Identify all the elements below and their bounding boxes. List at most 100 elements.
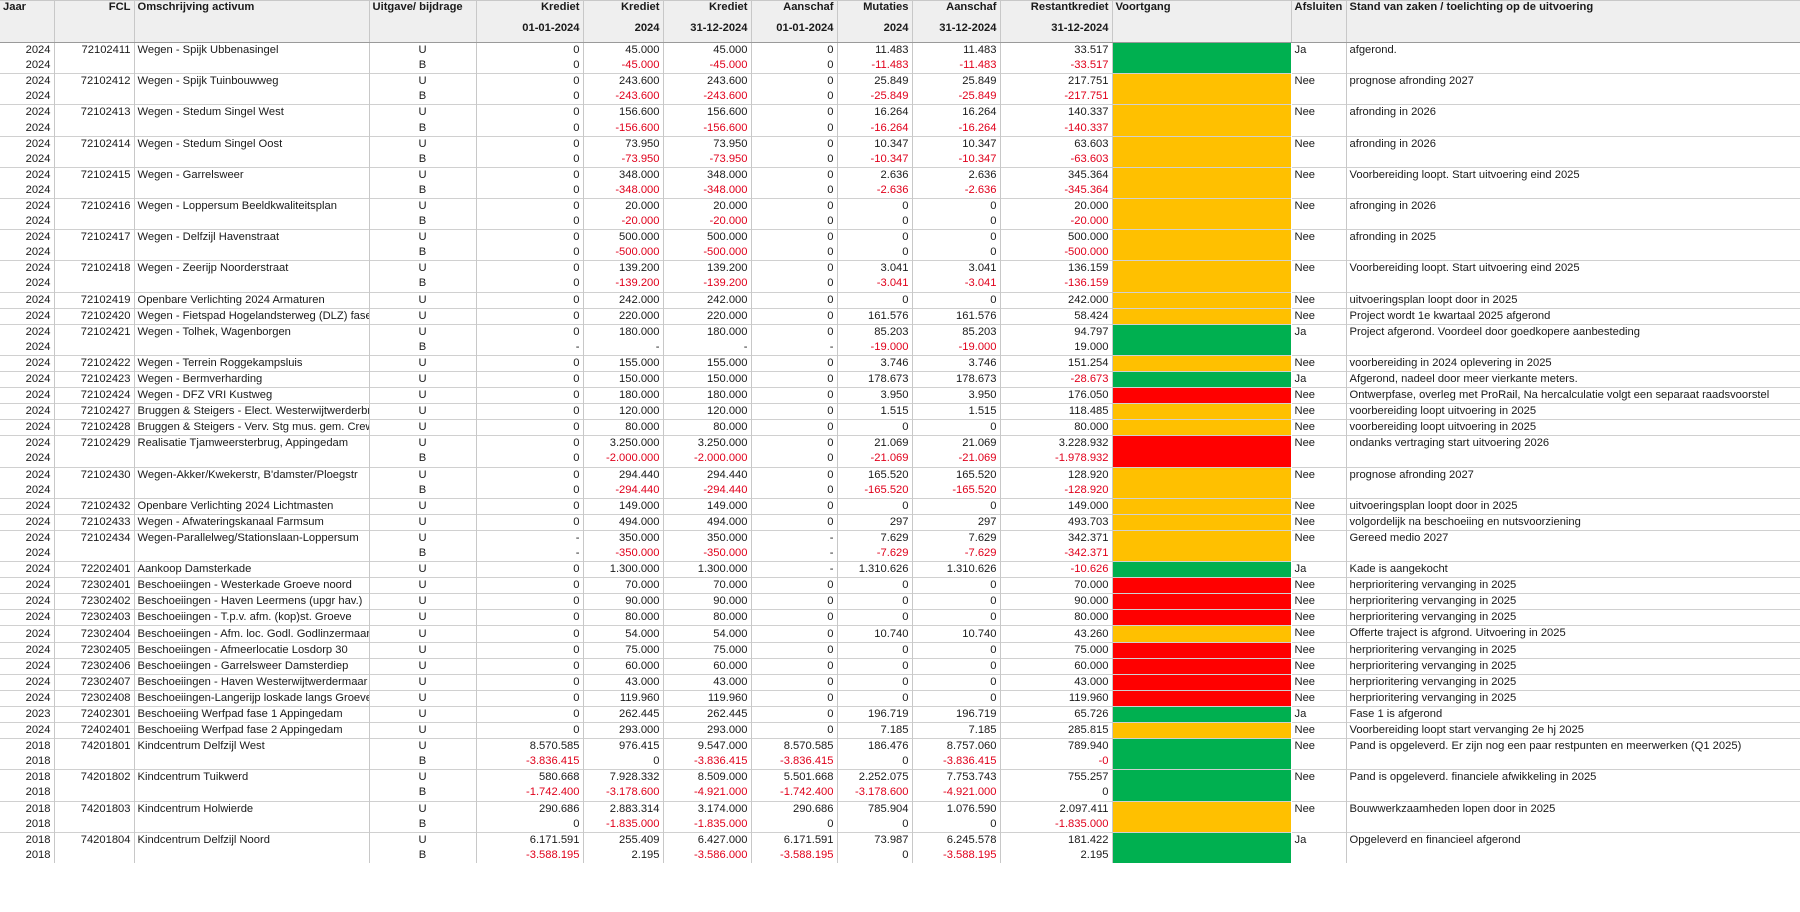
cell-uitgave[interactable]: B	[369, 754, 477, 770]
cell-krediet-eind[interactable]: 150.000	[663, 370, 752, 388]
cell-mutaties[interactable]: 16.264	[837, 104, 913, 121]
cell-mutaties[interactable]: 0	[837, 214, 913, 230]
cell-jaar[interactable]: 2024	[0, 73, 55, 90]
cell-mutaties[interactable]: 0	[837, 754, 913, 770]
cell-mutaties[interactable]: 3.950	[837, 387, 913, 404]
cell-afsluiten[interactable]: Nee	[1291, 419, 1347, 436]
cell-mutaties[interactable]: -19.000	[837, 339, 913, 356]
table-row[interactable]: 2024 B 0 -156.600 -156.600 0 -16.264 -16.264 -14…	[0, 120, 1800, 137]
cell-aanschaf-begin[interactable]: 0	[751, 260, 838, 277]
cell-krediet-begin[interactable]: 0	[476, 370, 584, 388]
cell-uitgave[interactable]: U	[369, 657, 477, 675]
cell-uitgave[interactable]: U	[369, 466, 477, 483]
cell-aanschaf-begin[interactable]: -	[751, 529, 838, 546]
cell-toelichting[interactable]: voorbereiding loopt uitvoering in 2025	[1346, 419, 1800, 436]
cell-krediet-jaar[interactable]: 976.415	[583, 738, 664, 755]
cell-krediet-begin[interactable]: -	[476, 529, 584, 546]
cell-uitgave[interactable]: B	[369, 847, 477, 863]
cell-fcl[interactable]	[54, 245, 135, 261]
cell-restant[interactable]: -10.626	[1000, 561, 1113, 578]
cell-krediet-eind[interactable]: 293.000	[663, 722, 752, 739]
cell-restant[interactable]: -345.364	[1000, 182, 1113, 199]
voortgang-status-cell[interactable]	[1112, 561, 1292, 578]
cell-mutaties[interactable]: 165.520	[837, 466, 913, 483]
cell-uitgave[interactable]: U	[369, 42, 477, 59]
cell-uitgave[interactable]: U	[369, 229, 477, 246]
cell-aanschaf-begin[interactable]: 290.686	[751, 800, 838, 817]
cell-restant[interactable]: -1.978.932	[1000, 451, 1113, 468]
cell-fcl[interactable]: 72102427	[54, 403, 135, 420]
cell-aanschaf-begin[interactable]: 0	[751, 722, 838, 739]
cell-krediet-eind[interactable]: 9.547.000	[663, 738, 752, 755]
cell-aanschaf-begin[interactable]: 0	[751, 497, 838, 515]
cell-krediet-begin[interactable]: 0	[476, 513, 584, 531]
cell-omschrijving[interactable]: Beschoeiingen - Haven Westerwijtwerderma…	[134, 673, 370, 691]
cell-mutaties[interactable]: 0	[837, 197, 913, 215]
cell-aanschaf-eind[interactable]: -3.041	[912, 276, 1001, 292]
cell-krediet-eind[interactable]: 20.000	[663, 197, 752, 215]
cell-krediet-jaar[interactable]: 45.000	[583, 42, 664, 59]
cell-krediet-begin[interactable]: 0	[476, 657, 584, 675]
cell-krediet-eind[interactable]: 180.000	[663, 387, 752, 404]
cell-fcl[interactable]: 72302404	[54, 625, 135, 643]
cell-aanschaf-begin[interactable]: 0	[751, 291, 838, 309]
cell-uitgave[interactable]: U	[369, 529, 477, 546]
cell-toelichting[interactable]: Ontwerpfase, overleg met ProRail, Na her…	[1346, 387, 1800, 404]
cell-mutaties[interactable]: -3.178.600	[837, 785, 913, 801]
table-row[interactable]: 2023 72402301 Beschoeiing Werfpad fase 1 A…	[0, 705, 1800, 723]
cell-krediet-jaar[interactable]: 156.600	[583, 104, 664, 121]
table-row[interactable]: 2024 72302408 Beschoeiingen-Langerijp losk…	[0, 689, 1800, 707]
cell-krediet-jaar[interactable]: -350.000	[583, 546, 664, 562]
cell-krediet-eind[interactable]: 180.000	[663, 323, 752, 340]
cell-jaar[interactable]: 2024	[0, 387, 55, 404]
cell-krediet-eind[interactable]: -500.000	[663, 245, 752, 261]
header-omschrijving[interactable]: Omschrijving activum	[134, 0, 370, 22]
cell-aanschaf-eind[interactable]: 0	[912, 291, 1001, 309]
cell-krediet-begin[interactable]: 0	[476, 260, 584, 277]
cell-uitgave[interactable]: U	[369, 593, 477, 610]
table-row[interactable]: 2024 72302406 Beschoeiingen - Garrelsweer …	[0, 657, 1800, 675]
cell-krediet-begin[interactable]: 8.570.585	[476, 738, 584, 755]
cell-krediet-jaar[interactable]: -	[583, 339, 664, 356]
cell-krediet-eind[interactable]: -45.000	[663, 58, 752, 74]
cell-restant[interactable]: 136.159	[1000, 260, 1113, 277]
voortgang-status-cell[interactable]	[1112, 593, 1292, 610]
cell-mutaties[interactable]: 10.347	[837, 135, 913, 152]
cell-jaar[interactable]: 2018	[0, 816, 55, 833]
cell-mutaties[interactable]: -3.041	[837, 276, 913, 292]
cell-jaar[interactable]: 2024	[0, 104, 55, 121]
cell-krediet-jaar[interactable]: 120.000	[583, 403, 664, 420]
cell-omschrijving[interactable]: Wegen - Afwateringskanaal Farmsum	[134, 513, 370, 531]
cell-aanschaf-eind[interactable]: 0	[912, 577, 1001, 594]
cell-aanschaf-begin[interactable]: 0	[751, 689, 838, 707]
cell-uitgave[interactable]: U	[369, 135, 477, 152]
cell-mutaties[interactable]: 2.636	[837, 166, 913, 183]
cell-uitgave[interactable]: U	[369, 260, 477, 277]
table-row[interactable]: 2018 B -3.588.195 2.195 -3.586.000 -3.588.195…	[0, 847, 1800, 863]
cell-aanschaf-begin[interactable]: 0	[751, 73, 838, 90]
cell-krediet-eind[interactable]: 45.000	[663, 42, 752, 59]
cell-krediet-jaar[interactable]: 155.000	[583, 354, 664, 372]
cell-omschrijving[interactable]	[134, 847, 370, 863]
cell-aanschaf-eind[interactable]: 8.757.060	[912, 738, 1001, 755]
cell-krediet-eind[interactable]: 262.445	[663, 705, 752, 723]
cell-krediet-jaar[interactable]: 80.000	[583, 419, 664, 436]
cell-aanschaf-begin[interactable]: 0	[751, 657, 838, 675]
cell-mutaties[interactable]: 161.576	[837, 307, 913, 325]
cell-toelichting[interactable]: Fase 1 is afgerond	[1346, 705, 1800, 723]
cell-aanschaf-eind[interactable]: 0	[912, 419, 1001, 436]
header-voortgang[interactable]: Voortgang	[1112, 0, 1292, 22]
cell-restant[interactable]: 119.960	[1000, 689, 1113, 707]
table-row[interactable]: 2018 B 0 -1.835.000 -1.835.000 0 0 0 -1.835.000	[0, 816, 1800, 833]
cell-jaar[interactable]: 2024	[0, 673, 55, 691]
cell-uitgave[interactable]: B	[369, 546, 477, 562]
cell-restant[interactable]: 2.097.411	[1000, 800, 1113, 817]
cell-krediet-begin[interactable]: 0	[476, 151, 584, 168]
cell-krediet-begin[interactable]: 0	[476, 641, 584, 659]
table-row[interactable]: 2018 B -1.742.400 -3.178.600 -4.921.000 -1.74…	[0, 785, 1800, 801]
cell-toelichting[interactable]: herprioritering vervanging in 2025	[1346, 673, 1800, 691]
cell-aanschaf-begin[interactable]: 0	[751, 370, 838, 388]
cell-uitgave[interactable]: U	[369, 403, 477, 420]
cell-restant[interactable]: 149.000	[1000, 497, 1113, 515]
cell-uitgave[interactable]: U	[369, 577, 477, 594]
